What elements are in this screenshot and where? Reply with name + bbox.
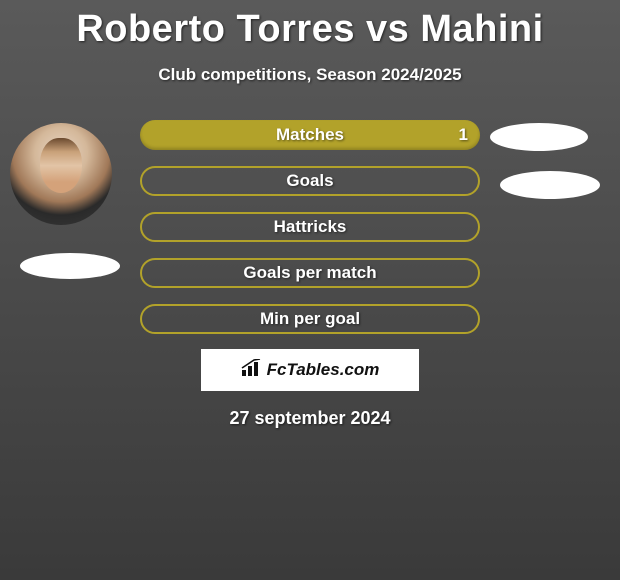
stat-bars: Matches 1 Goals Hattricks Goals per matc… [140, 120, 480, 350]
stat-bar-matches: Matches 1 [140, 120, 480, 150]
stat-bar-goals: Goals [140, 166, 480, 196]
page-title: Roberto Torres vs Mahini [0, 0, 620, 51]
stat-label: Min per goal [260, 309, 360, 329]
stat-label: Goals per match [243, 263, 376, 283]
brand-text: FcTables.com [241, 359, 380, 382]
stat-label: Hattricks [274, 217, 347, 237]
player-right-pill-1 [490, 123, 588, 151]
stat-label: Matches [276, 125, 344, 145]
player-left-name-pill [20, 253, 120, 279]
player-left-avatar [10, 123, 112, 225]
bar-chart-icon [241, 359, 263, 382]
player-right-pill-2 [500, 171, 600, 199]
stat-bar-hattricks: Hattricks [140, 212, 480, 242]
stat-bar-min-per-goal: Min per goal [140, 304, 480, 334]
brand-label: FcTables.com [267, 360, 380, 380]
stat-bar-goals-per-match: Goals per match [140, 258, 480, 288]
stat-value-right: 1 [459, 125, 468, 145]
brand-badge: FcTables.com [201, 349, 419, 391]
stat-label: Goals [286, 171, 333, 191]
date-label: 27 september 2024 [0, 408, 620, 429]
subtitle: Club competitions, Season 2024/2025 [0, 65, 620, 85]
